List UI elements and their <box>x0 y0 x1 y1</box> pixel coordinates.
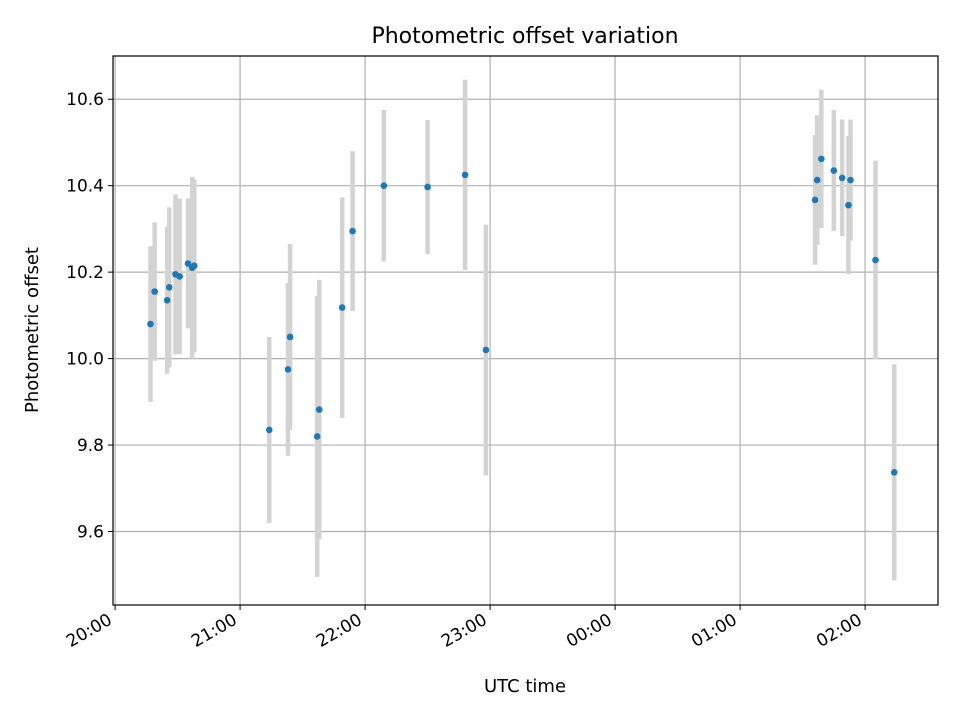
y-tick-label: 10.6 <box>66 90 104 110</box>
data-points <box>147 155 898 476</box>
data-point <box>190 262 198 269</box>
data-point <box>338 304 346 311</box>
grid <box>113 56 938 605</box>
data-point <box>349 227 356 235</box>
data-point <box>286 333 294 341</box>
data-point <box>315 406 323 413</box>
data-point <box>163 296 171 304</box>
data-point <box>313 433 321 440</box>
data-point <box>818 155 825 163</box>
x-axis-label: UTC time <box>484 676 566 697</box>
x-tick-label: 01:00 <box>688 610 740 652</box>
data-point <box>482 346 490 354</box>
data-point <box>151 288 158 295</box>
data-point <box>461 171 469 179</box>
y-tick-label: 9.6 <box>77 523 104 543</box>
y-tick-label: 10.2 <box>66 263 104 283</box>
data-point <box>176 273 183 280</box>
data-point <box>284 366 292 373</box>
data-point <box>830 167 838 174</box>
data-point <box>184 260 192 267</box>
data-point <box>872 256 879 264</box>
data-point <box>890 468 898 476</box>
x-tick-label: 22:00 <box>313 610 365 652</box>
y-axis-label: Photometric offset <box>22 247 43 413</box>
y-tick-label: 10.0 <box>66 350 104 370</box>
data-point <box>265 426 273 434</box>
data-point <box>845 201 852 209</box>
data-point <box>165 283 173 291</box>
errorbars <box>148 79 897 581</box>
data-point <box>811 196 819 204</box>
x-tick-label: 21:00 <box>188 610 240 652</box>
x-tick-label: 20:00 <box>63 610 115 652</box>
x-tick-label: 02:00 <box>813 610 865 652</box>
data-point <box>147 320 154 328</box>
data-point <box>380 182 388 189</box>
data-point <box>424 183 431 191</box>
data-point <box>847 176 854 184</box>
data-point <box>813 176 821 184</box>
y-tick-label: 10.4 <box>66 177 104 197</box>
y-tick-label: 9.8 <box>77 436 104 456</box>
data-point <box>838 174 846 182</box>
x-tick-label: 23:00 <box>438 610 490 652</box>
x-tick-label: 00:00 <box>563 610 615 652</box>
plot-frame <box>112 55 939 606</box>
y-axis-ticks: 9.6 9.8 10.0 10.2 10.4 10.6 <box>66 90 113 543</box>
x-axis-ticks: 20:00 21:00 22:00 23:00 00:00 01:00 02:00 <box>63 605 866 652</box>
chart-title: Photometric offset variation <box>371 24 678 49</box>
